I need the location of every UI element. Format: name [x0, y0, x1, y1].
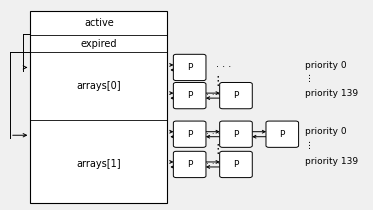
Text: · · ·: · · ·	[206, 91, 220, 100]
Text: ⋮: ⋮	[304, 74, 314, 83]
Text: priority 139: priority 139	[304, 157, 358, 166]
FancyBboxPatch shape	[173, 121, 206, 147]
Text: arrays[0]: arrays[0]	[76, 81, 121, 91]
FancyBboxPatch shape	[220, 83, 252, 109]
Text: · · ·: · · ·	[216, 62, 231, 72]
Text: P: P	[187, 130, 192, 139]
Text: P: P	[233, 160, 239, 169]
FancyBboxPatch shape	[266, 121, 299, 147]
Text: ⋮: ⋮	[211, 143, 224, 156]
Text: expired: expired	[81, 39, 117, 49]
FancyBboxPatch shape	[173, 151, 206, 178]
Text: priority 139: priority 139	[304, 89, 358, 98]
FancyBboxPatch shape	[220, 151, 252, 178]
Text: arrays[1]: arrays[1]	[76, 159, 121, 169]
Text: P: P	[233, 130, 239, 139]
FancyBboxPatch shape	[173, 83, 206, 109]
Text: P: P	[187, 160, 192, 169]
Text: priority 0: priority 0	[304, 61, 346, 70]
Text: P: P	[280, 130, 285, 139]
FancyBboxPatch shape	[220, 121, 252, 147]
Text: · · ·: · · ·	[206, 160, 220, 169]
Text: priority 0: priority 0	[304, 127, 346, 136]
Text: · · ·: · · ·	[206, 130, 220, 139]
Text: ⋮: ⋮	[304, 141, 314, 150]
Text: P: P	[187, 91, 192, 100]
Text: P: P	[233, 91, 239, 100]
Text: active: active	[84, 18, 114, 28]
FancyBboxPatch shape	[173, 54, 206, 81]
Bar	[30, 11, 167, 203]
Text: P: P	[187, 63, 192, 72]
Text: ⋮: ⋮	[211, 75, 224, 88]
